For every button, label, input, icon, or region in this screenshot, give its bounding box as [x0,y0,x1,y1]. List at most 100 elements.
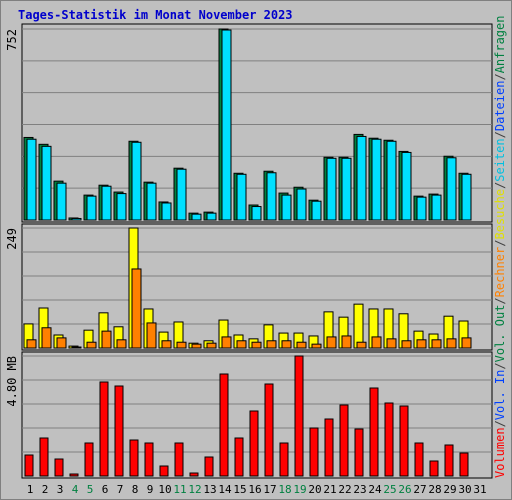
bar [311,200,322,221]
legend-separator: / [493,297,507,304]
bar [146,182,157,221]
legend: Volumen/Vol. In/Vol. Out/Rechner/Besuche… [493,16,507,478]
bar [294,355,304,477]
bar [279,442,289,477]
x-tick-label: 3 [57,483,64,496]
legend-separator: / [493,420,507,427]
bar [56,337,67,349]
bar [236,173,247,221]
bar [416,339,427,349]
bar [189,472,199,477]
bar [354,428,364,477]
bar [296,341,307,349]
x-tick-label: 27 [413,483,426,496]
legend-separator: / [493,73,507,80]
x-tick-label: 6 [102,483,109,496]
bar [114,385,124,477]
x-tick-label: 1 [27,483,34,496]
bar [159,465,169,477]
legend-entry: Vol. Out [493,305,507,363]
bar [71,217,82,221]
x-tick-label: 5 [87,483,94,496]
bar [371,138,382,221]
bar [431,339,442,349]
bar [144,442,154,477]
bar [401,151,412,221]
x-tick-label: 21 [323,483,336,496]
bar [281,194,292,221]
bar [386,140,397,221]
bar [41,145,52,221]
x-tick-label: 11 [173,483,186,496]
bar [251,341,262,349]
x-tick-label: 15 [233,483,246,496]
chart-title: Tages-Statistik im Monat November 2023 [18,8,293,22]
bar [206,212,217,221]
bar [446,157,457,221]
bar [461,337,472,349]
bar [353,303,364,349]
x-tick-label: 20 [308,483,321,496]
bar [131,141,142,221]
bar [129,439,139,477]
legend-separator: / [493,131,507,138]
bar [309,427,319,477]
bar [84,442,94,477]
x-tick-label: 18 [278,483,291,496]
x-tick-label: 31 [473,483,486,496]
x-tick-label: 14 [218,483,232,496]
legend-separator: / [493,182,507,189]
bar [234,437,244,477]
bar [191,343,202,349]
x-tick-label: 12 [188,483,201,496]
x-tick-label: 24 [368,483,382,496]
x-tick-label: 19 [293,483,306,496]
bar [204,456,214,477]
bar [116,193,127,221]
bar [356,341,367,349]
x-tick-label: 16 [248,483,261,496]
bar [131,268,142,349]
bar [401,340,412,349]
x-tick-label: 25 [383,483,396,496]
x-tick-label: 9 [147,483,154,496]
y-tick-label: 249 [5,228,19,250]
bar [39,437,49,477]
bar [281,340,292,349]
bar [384,402,394,477]
x-tick-label: 23 [353,483,366,496]
bar [414,442,424,477]
bar [26,138,37,221]
x-tick-label: 8 [132,483,139,496]
bar [161,202,172,221]
x-tick-label: 29 [443,483,456,496]
bar [446,338,457,349]
x-tick-label: 2 [42,483,49,496]
bar [176,341,187,349]
bar [431,194,442,221]
bar [54,458,64,477]
bar [399,405,409,477]
legend-entry: Dateien [493,81,507,132]
x-tick-label: 7 [117,483,124,496]
bar [221,336,232,349]
bar [356,135,367,221]
bar [266,340,277,349]
legend-separator: / [493,362,507,369]
y-tick-label: 4.80 MB [5,356,19,407]
x-tick-label: 13 [203,483,216,496]
bar [371,336,382,349]
bar [264,383,274,477]
bar [86,341,97,349]
bar [219,373,229,477]
bar [461,173,472,221]
legend-entry: Besuche [493,189,507,240]
bar [26,339,37,349]
bar [326,157,337,221]
bar [71,346,82,349]
bar [311,343,322,349]
legend-entry: Vol. In [493,370,507,421]
bar [24,454,34,477]
bar [326,336,337,349]
